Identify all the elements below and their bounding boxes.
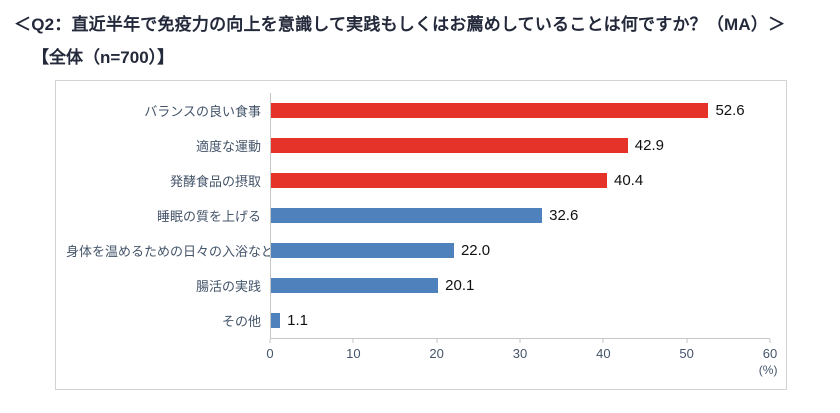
bar-chart: バランスの良い食事 52.6 適度な運動 42.9 発酵食品の摂取 40.4 睡眠の質を上げ…	[55, 80, 787, 390]
chart-row: 適度な運動 42.9	[66, 128, 770, 163]
axis-tick-label: 30	[512, 346, 528, 361]
bar-track: 22.0	[270, 233, 770, 268]
bar	[271, 278, 439, 293]
bar-track: 32.6	[270, 198, 770, 233]
bar-value-label: 32.6	[549, 207, 579, 224]
category-label: 適度な運動	[195, 139, 261, 154]
axis-tick-label: 60	[762, 346, 778, 361]
bar	[271, 208, 543, 223]
category-label: その他	[221, 314, 261, 329]
bar-track: 40.4	[270, 163, 770, 198]
bar-value-label: 40.4	[613, 172, 644, 189]
bar-value-label: 1.1	[287, 312, 308, 329]
axis-tick-mark	[352, 339, 354, 343]
category-label: 発酵食品の摂取	[169, 174, 261, 189]
axis-tick-mark	[269, 339, 271, 343]
bar	[271, 173, 607, 188]
axis-tick-mark	[769, 339, 771, 343]
category-label: 睡眠の質を上げる	[156, 209, 261, 224]
chart-row: バランスの良い食事 52.6	[66, 93, 770, 128]
chart-row: 睡眠の質を上げる 32.6	[66, 198, 770, 233]
axis-tick-label: 50	[679, 346, 694, 361]
page-title: ＜Q2：直近半年で免疫力の向上を意識して実践もしくはお薦めしていることは何ですか…	[14, 15, 786, 34]
axis-tick-mark	[602, 339, 604, 343]
bar	[271, 243, 454, 258]
bar-value-label: 20.1	[445, 277, 475, 294]
axis-spacer	[66, 338, 270, 383]
category-label: 身体を温めるための日々の入浴など	[66, 244, 275, 259]
bar-value-label: 52.6	[715, 102, 745, 119]
axis-tick-label: 40	[596, 346, 611, 361]
bar-track: 1.1	[270, 303, 770, 338]
axis-tick-mark	[436, 339, 438, 343]
chart-row: その他 1.1	[66, 303, 770, 338]
x-axis: 0 10 20 30 40 50 60 (%)	[66, 338, 777, 383]
axis-tick-area: 0 10 20 30 40 50 60 (%)	[266, 338, 777, 383]
category-label: バランスの良い食事	[144, 104, 261, 119]
bar-track: 42.9	[270, 128, 770, 163]
bar-track: 52.6	[270, 93, 770, 128]
page-subtitle: 【全体（n=700）】	[32, 48, 175, 67]
axis-unit-label: (%)	[758, 363, 778, 377]
bar-value-label: 22.0	[460, 242, 491, 259]
chart-rows: バランスの良い食事 52.6 適度な運動 42.9 発酵食品の摂取 40.4 睡眠の質を上げ…	[66, 93, 770, 338]
chart-row: 腸活の実践 20.1	[66, 268, 770, 303]
bar	[271, 138, 628, 153]
chart-row: 身体を温めるための日々の入浴など 22.0	[66, 233, 770, 268]
axis-tick-label: 0	[266, 346, 274, 361]
axis-tick-label: 20	[429, 346, 444, 361]
bar-track: 20.1	[270, 268, 770, 303]
axis-tick-mark	[686, 339, 688, 343]
bar	[271, 313, 281, 328]
axis-tick-mark	[519, 339, 521, 343]
bar	[271, 103, 709, 118]
category-label: 腸活の実践	[195, 279, 261, 294]
chart-row: 発酵食品の摂取 40.4	[66, 163, 770, 198]
bar-value-label: 42.9	[634, 137, 664, 154]
axis-tick-label: 10	[346, 346, 361, 361]
